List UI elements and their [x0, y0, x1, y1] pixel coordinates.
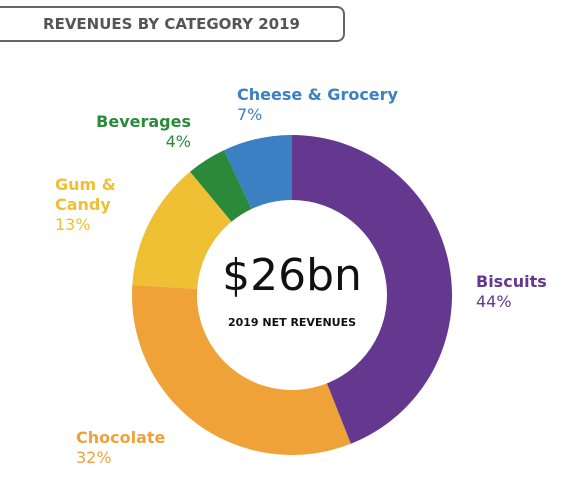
value-label: 7% [237, 105, 263, 124]
donut-slice [132, 171, 232, 290]
category-name: Chocolate [76, 428, 166, 447]
donut-slice [223, 135, 292, 210]
value-label: 44% [476, 292, 512, 311]
category-name: Gum & Candy [55, 175, 116, 214]
slice-label: Beverages 4% [96, 112, 191, 152]
donut-slice [131, 284, 351, 456]
value-label: 4% [165, 132, 191, 151]
slice-label: Cheese & Grocery 7% [237, 85, 398, 125]
category-name: Beverages [96, 112, 191, 131]
slice-label: Gum & Candy 13% [55, 175, 133, 235]
chart-title: REVENUES BY CATEGORY 2019 [0, 6, 345, 42]
category-name: Cheese & Grocery [237, 85, 398, 104]
donut-slice [190, 150, 252, 222]
category-name: Biscuits [476, 272, 547, 291]
value-label: 13% [55, 215, 91, 234]
center-label: 2019 NET REVENUES [228, 316, 356, 329]
slice-label: Biscuits 44% [476, 272, 547, 312]
center-value: $26bn [222, 250, 362, 301]
slice-label: Chocolate 32% [76, 428, 165, 468]
donut-slice [292, 135, 453, 444]
value-label: 32% [76, 448, 112, 467]
